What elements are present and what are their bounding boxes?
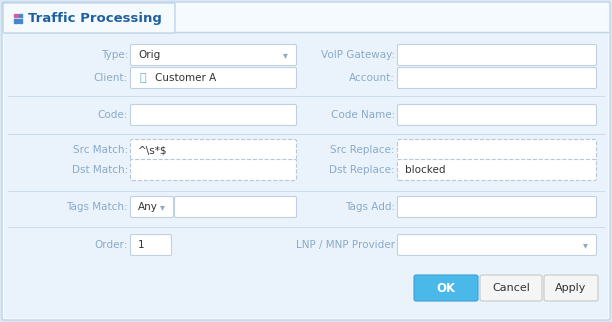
FancyBboxPatch shape [398,105,597,126]
Text: 1: 1 [138,240,144,250]
Text: ▾: ▾ [160,202,165,212]
Text: ^\s*$: ^\s*$ [138,145,168,155]
Text: Cancel: Cancel [492,283,530,293]
Text: Code Name:: Code Name: [330,110,395,120]
Text: Code:: Code: [98,110,128,120]
FancyBboxPatch shape [480,275,542,301]
FancyBboxPatch shape [398,234,597,255]
Text: Client:: Client: [94,73,128,83]
FancyBboxPatch shape [398,196,597,217]
Text: OK: OK [436,281,455,295]
FancyBboxPatch shape [130,44,296,65]
FancyBboxPatch shape [3,3,175,33]
Text: Src Match:: Src Match: [73,145,128,155]
FancyBboxPatch shape [4,32,608,318]
Text: blocked: blocked [405,165,446,175]
Text: VoIP Gateway:: VoIP Gateway: [321,50,395,60]
Bar [14,14,18,17]
Text: Tags Match:: Tags Match: [66,202,128,212]
Bar [18,19,22,23]
Text: ▾: ▾ [583,240,588,250]
Text: Src Replace:: Src Replace: [330,145,395,155]
FancyBboxPatch shape [398,159,597,181]
FancyBboxPatch shape [130,139,296,160]
Text: Customer A: Customer A [155,73,216,83]
FancyBboxPatch shape [130,68,296,89]
Text: Orig: Orig [138,50,160,60]
Text: ▾: ▾ [283,50,288,60]
FancyBboxPatch shape [544,275,598,301]
FancyBboxPatch shape [398,44,597,65]
FancyBboxPatch shape [130,196,173,217]
FancyBboxPatch shape [130,234,171,255]
FancyBboxPatch shape [398,68,597,89]
FancyBboxPatch shape [130,159,296,181]
Text: Apply: Apply [555,283,587,293]
Text: Dst Replace:: Dst Replace: [329,165,395,175]
Text: Traffic Processing: Traffic Processing [28,12,162,24]
Text: 👤: 👤 [139,73,146,83]
FancyBboxPatch shape [174,196,296,217]
Text: Any: Any [138,202,158,212]
Bar [18,14,22,17]
Text: Tags Add:: Tags Add: [345,202,395,212]
FancyBboxPatch shape [398,139,597,160]
Text: Order:: Order: [95,240,128,250]
FancyBboxPatch shape [130,105,296,126]
Text: LNP / MNP Provider: LNP / MNP Provider [296,240,395,250]
Text: Type:: Type: [100,50,128,60]
Text: Dst Match:: Dst Match: [72,165,128,175]
Bar [14,19,18,23]
Text: Account:: Account: [349,73,395,83]
FancyBboxPatch shape [414,275,478,301]
